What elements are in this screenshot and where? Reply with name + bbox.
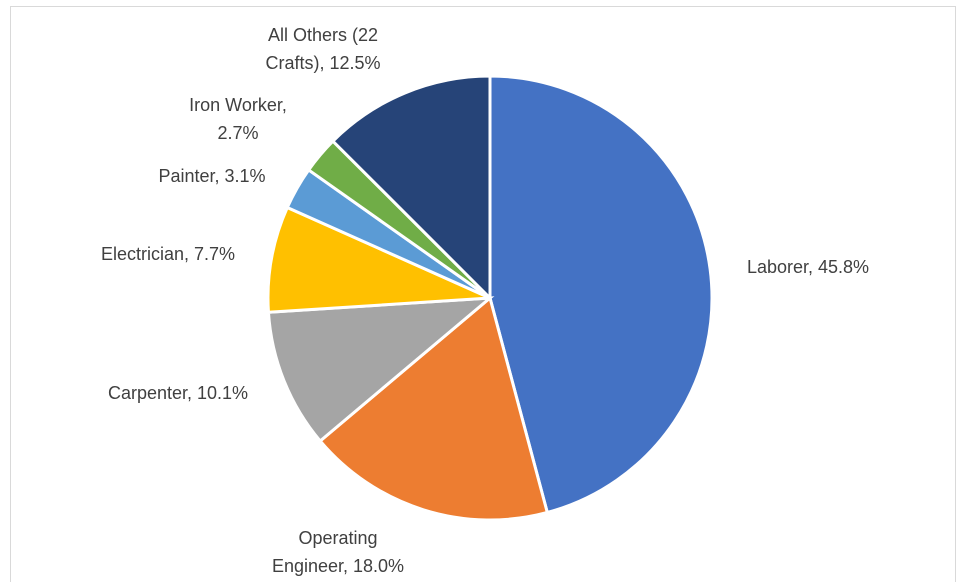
pie-slice xyxy=(488,74,714,515)
data-label: Painter, 3.1% xyxy=(158,166,266,186)
pie-slice xyxy=(266,205,491,314)
data-label: All Others (22 Crafts), 12.5% xyxy=(265,25,381,73)
pie-slice xyxy=(318,295,550,522)
data-label: Electrician, 7.7% xyxy=(100,244,236,264)
data-label: Iron Worker, 2.7% xyxy=(189,95,287,143)
data-label: Operating Engineer, 18.0% xyxy=(271,528,405,576)
chart-frame xyxy=(10,6,956,582)
pie-slice xyxy=(330,74,492,302)
pie-slice xyxy=(266,296,495,444)
data-label: Laborer, 45.8% xyxy=(746,257,870,277)
data-label: Carpenter, 10.1% xyxy=(107,383,249,403)
